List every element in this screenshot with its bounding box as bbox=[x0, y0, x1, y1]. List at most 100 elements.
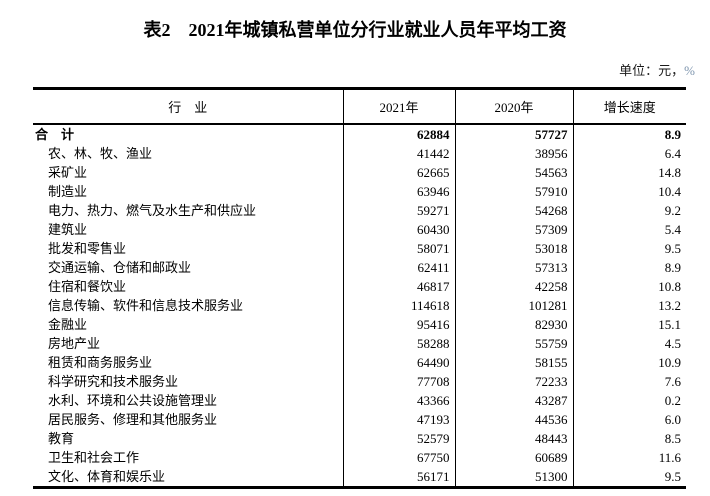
industry-cell: 住宿和餐饮业 bbox=[48, 279, 127, 294]
industry-cell: 制造业 bbox=[48, 184, 88, 199]
table-row: 住宿和餐饮业 46817 42258 10.8 bbox=[33, 277, 686, 296]
table-row: 房地产业 58288 55759 4.5 bbox=[33, 334, 686, 353]
industry-cell: 租赁和商务服务业 bbox=[48, 355, 153, 370]
industry-cell: 电力、热力、燃气及水生产和供应业 bbox=[48, 203, 257, 218]
growth-rate-cell: 9.5 bbox=[572, 239, 686, 258]
growth-rate-cell: 15.1 bbox=[572, 315, 686, 334]
value-2020-cell: 48443 bbox=[454, 429, 573, 448]
industry-cell: 农、林、牧、渔业 bbox=[48, 146, 153, 161]
table-header-row: 行 业 2021年 2020年 增长速度 bbox=[33, 88, 686, 125]
value-2020-cell: 101281 bbox=[454, 296, 573, 315]
value-2020-cell: 38956 bbox=[454, 144, 573, 163]
table-title: 表2 2021年城镇私营单位分行业就业人员年平均工资 bbox=[143, 20, 567, 40]
unit-note-percent: % bbox=[684, 63, 695, 78]
table-row: 制造业 63946 57910 10.4 bbox=[33, 182, 686, 201]
industry-cell: 文化、体育和娱乐业 bbox=[48, 469, 166, 484]
growth-rate-cell: 7.6 bbox=[572, 372, 686, 391]
value-2021-cell: 41442 bbox=[342, 144, 455, 163]
value-2021-cell: 62411 bbox=[342, 258, 455, 277]
value-2021-cell: 46817 bbox=[342, 277, 455, 296]
table-row: 文化、体育和娱乐业 56171 51300 9.5 bbox=[33, 467, 686, 488]
table-row: 科学研究和技术服务业 77708 72233 7.6 bbox=[33, 372, 686, 391]
growth-rate-cell: 10.9 bbox=[572, 353, 686, 372]
table-header: 行 业 2021年 2020年 增长速度 bbox=[33, 88, 686, 125]
value-2020-cell: 42258 bbox=[454, 277, 573, 296]
value-2020-cell: 54268 bbox=[454, 201, 573, 220]
growth-rate-cell: 9.5 bbox=[572, 467, 686, 488]
industry-cell: 卫生和社会工作 bbox=[48, 450, 140, 465]
industry-cell: 交通运输、仓储和邮政业 bbox=[48, 260, 192, 275]
growth-rate-cell: 6.4 bbox=[572, 144, 686, 163]
table-row: 电力、热力、燃气及水生产和供应业 59271 54268 9.2 bbox=[33, 201, 686, 220]
unit-note-label: 单位：元， bbox=[619, 63, 685, 78]
industry-cell: 教育 bbox=[48, 431, 75, 446]
value-2021-cell: 64490 bbox=[342, 353, 455, 372]
table-row: 农、林、牧、渔业 41442 38956 6.4 bbox=[33, 144, 686, 163]
growth-rate-cell: 9.2 bbox=[572, 201, 686, 220]
value-2020-cell: 57727 bbox=[454, 124, 573, 144]
value-2020-cell: 60689 bbox=[454, 448, 573, 467]
growth-rate-cell: 6.0 bbox=[572, 410, 686, 429]
value-2020-cell: 82930 bbox=[454, 315, 573, 334]
value-2020-cell: 58155 bbox=[454, 353, 573, 372]
industry-cell: 水利、环境和公共设施管理业 bbox=[48, 393, 218, 408]
table-row-total: 合 计 62884 57727 8.9 bbox=[33, 124, 686, 144]
value-2021-cell: 62665 bbox=[342, 163, 455, 182]
value-2020-cell: 53018 bbox=[454, 239, 573, 258]
table-row: 居民服务、修理和其他服务业 47193 44536 6.0 bbox=[33, 410, 686, 429]
growth-rate-cell: 8.9 bbox=[572, 124, 686, 144]
value-2020-cell: 57910 bbox=[454, 182, 573, 201]
column-header-2021: 2021年 bbox=[342, 88, 455, 125]
industry-cell: 金融业 bbox=[48, 317, 88, 332]
value-2021-cell: 62884 bbox=[342, 124, 455, 144]
value-2020-cell: 51300 bbox=[454, 467, 573, 488]
value-2020-cell: 72233 bbox=[454, 372, 573, 391]
value-2020-cell: 57313 bbox=[454, 258, 573, 277]
industry-cell: 建筑业 bbox=[48, 222, 88, 237]
column-header-industry: 行 业 bbox=[33, 88, 343, 125]
growth-rate-cell: 11.6 bbox=[572, 448, 686, 467]
table-row: 建筑业 60430 57309 5.4 bbox=[33, 220, 686, 239]
industry-cell: 房地产业 bbox=[48, 336, 101, 351]
industry-cell: 居民服务、修理和其他服务业 bbox=[48, 412, 218, 427]
value-2021-cell: 43366 bbox=[342, 391, 455, 410]
value-2021-cell: 95416 bbox=[342, 315, 455, 334]
growth-rate-cell: 14.8 bbox=[572, 163, 686, 182]
column-header-2020: 2020年 bbox=[454, 88, 573, 125]
unit-note: 单位：元，% bbox=[0, 62, 710, 79]
table-row: 批发和零售业 58071 53018 9.5 bbox=[33, 239, 686, 258]
value-2021-cell: 77708 bbox=[342, 372, 455, 391]
value-2021-cell: 67750 bbox=[342, 448, 455, 467]
growth-rate-cell: 13.2 bbox=[572, 296, 686, 315]
value-2020-cell: 43287 bbox=[454, 391, 573, 410]
value-2021-cell: 58288 bbox=[342, 334, 455, 353]
industry-cell: 科学研究和技术服务业 bbox=[48, 374, 179, 389]
growth-rate-cell: 5.4 bbox=[572, 220, 686, 239]
growth-rate-cell: 4.5 bbox=[572, 334, 686, 353]
industry-cell: 信息传输、软件和信息技术服务业 bbox=[48, 298, 244, 313]
value-2021-cell: 63946 bbox=[342, 182, 455, 201]
table-row: 水利、环境和公共设施管理业 43366 43287 0.2 bbox=[33, 391, 686, 410]
value-2020-cell: 54563 bbox=[454, 163, 573, 182]
growth-rate-cell: 10.4 bbox=[572, 182, 686, 201]
growth-rate-cell: 8.9 bbox=[572, 258, 686, 277]
wage-table: 行 业 2021年 2020年 增长速度 合 计 62884 57727 8.9 农、林… bbox=[33, 87, 686, 489]
value-2021-cell: 52579 bbox=[342, 429, 455, 448]
growth-rate-cell: 10.8 bbox=[572, 277, 686, 296]
table-row: 卫生和社会工作 67750 60689 11.6 bbox=[33, 448, 686, 467]
value-2021-cell: 47193 bbox=[342, 410, 455, 429]
value-2021-cell: 58071 bbox=[342, 239, 455, 258]
value-2020-cell: 55759 bbox=[454, 334, 573, 353]
industry-cell: 批发和零售业 bbox=[48, 241, 127, 256]
column-header-growth: 增长速度 bbox=[572, 88, 686, 125]
growth-rate-cell: 0.2 bbox=[572, 391, 686, 410]
table-row: 金融业 95416 82930 15.1 bbox=[33, 315, 686, 334]
table-row: 信息传输、软件和信息技术服务业 114618 101281 13.2 bbox=[33, 296, 686, 315]
value-2020-cell: 57309 bbox=[454, 220, 573, 239]
value-2021-cell: 59271 bbox=[342, 201, 455, 220]
industry-cell: 合 计 bbox=[35, 127, 75, 142]
table-row: 租赁和商务服务业 64490 58155 10.9 bbox=[33, 353, 686, 372]
table-row: 教育 52579 48443 8.5 bbox=[33, 429, 686, 448]
value-2021-cell: 114618 bbox=[342, 296, 455, 315]
growth-rate-cell: 8.5 bbox=[572, 429, 686, 448]
